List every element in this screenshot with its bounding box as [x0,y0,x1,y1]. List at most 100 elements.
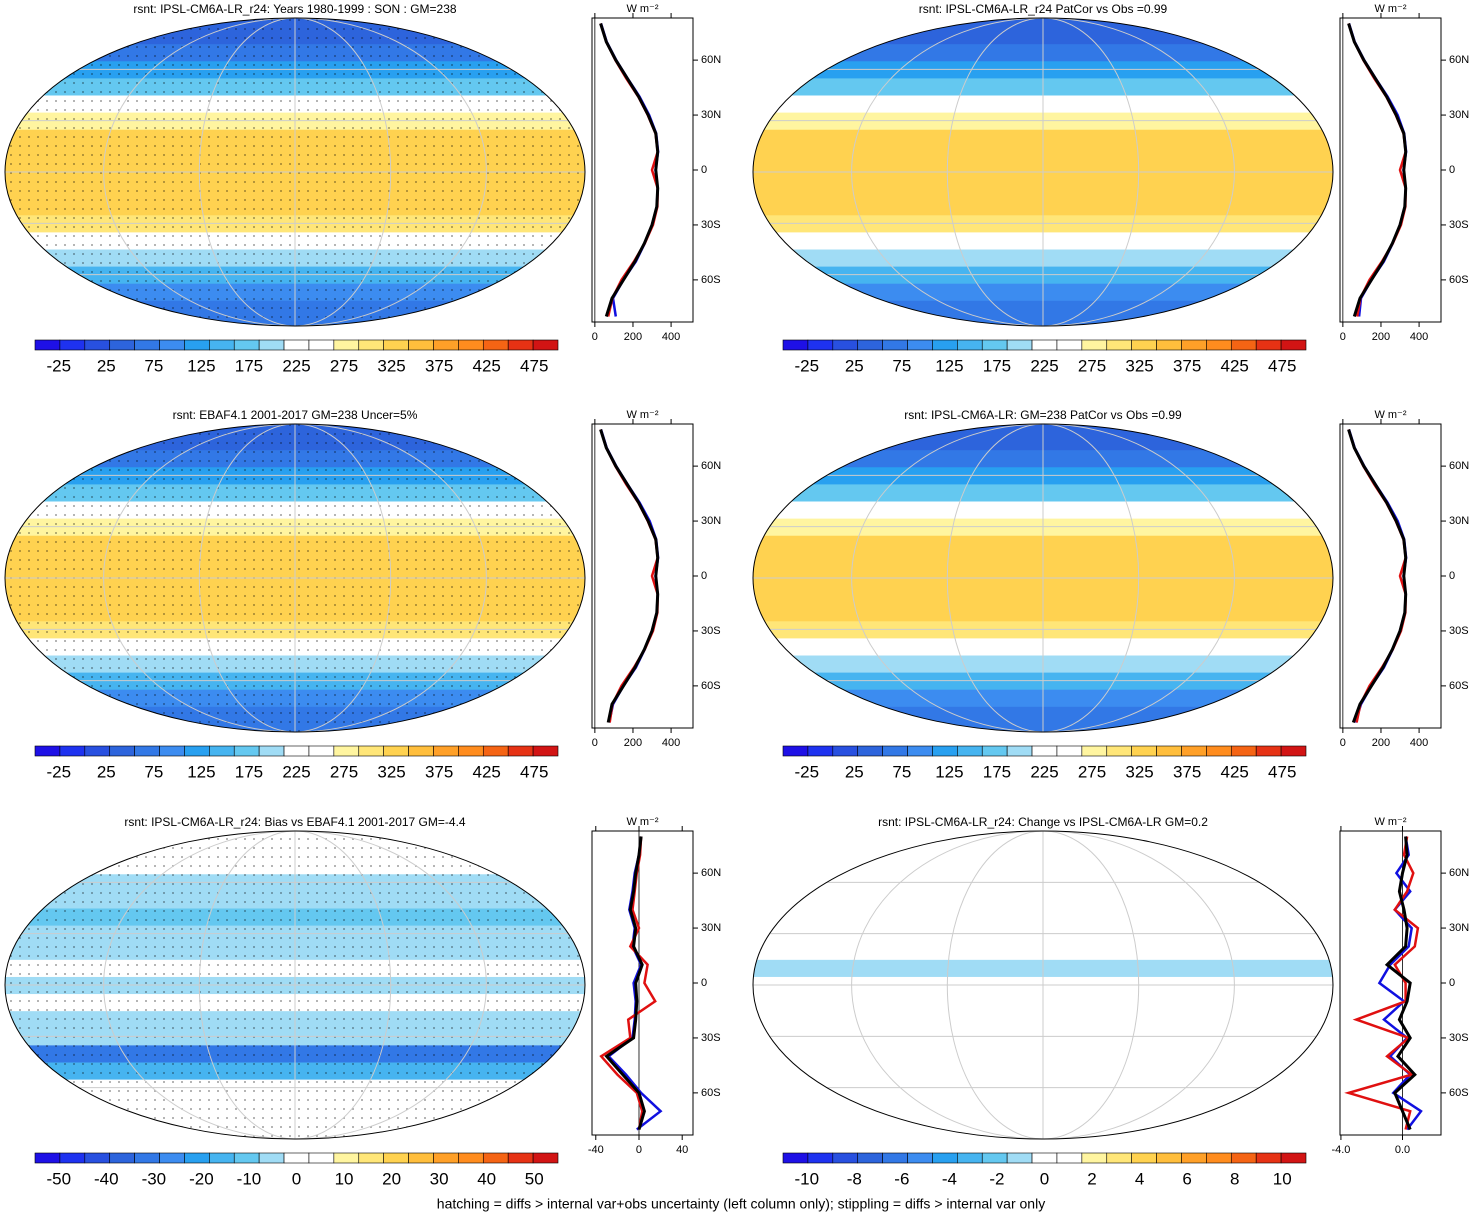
profile-frame [1339,17,1442,323]
x-tick-label: 200 [624,737,642,749]
colorbar-box [1081,745,1108,757]
colorbar-box [1106,1152,1132,1164]
colorbar-label: -8 [847,1169,862,1188]
colorbar-box [482,339,509,351]
colorbar-label: 475 [1268,356,1296,375]
colorbar-label: 275 [330,762,358,781]
colorbar-box [1181,1152,1207,1164]
colorbar-box [258,1152,285,1164]
y-tick-label: 60S [1449,274,1469,286]
x-tick-label: 400 [662,331,680,343]
colorbar-label: -25 [794,762,819,781]
colorbar-box [433,339,459,351]
colorbar-box [882,339,908,351]
colorbar-box [857,339,883,351]
y-tick-label: 60S [701,274,721,286]
colorbar-box [209,339,235,351]
colorbar-box [857,1152,883,1164]
y-tick-label: 30N [701,515,721,527]
colorbar-box [907,339,933,351]
y-tick-label: 60S [1449,680,1469,692]
units: W m⁻² [1374,3,1406,15]
colorbar-box [283,339,310,351]
colorbar-box [1056,339,1083,351]
colorbar-box [507,339,534,351]
colorbar-label: 75 [892,762,911,781]
colorbar-label: 75 [144,762,163,781]
colorbar-label: 425 [1220,356,1248,375]
colorbar-label: 75 [892,356,911,375]
profile-line [604,836,646,1130]
colorbar-label: 425 [1220,762,1248,781]
colorbar-box [34,745,61,757]
y-tick-label: 30S [1449,1032,1469,1044]
colorbar-label: -30 [142,1169,167,1188]
map-graticule [851,831,1235,1139]
x-tick-label: 400 [1410,331,1428,343]
colorbar-box [907,1152,933,1164]
colorbar-box [433,1152,459,1164]
x-tick-label: -4.0 [1331,1144,1350,1156]
colorbar-box [807,745,834,757]
colorbar-box [84,1152,111,1164]
colorbar-box [184,1152,210,1164]
colorbar-box [957,745,983,757]
colorbar-box [1106,339,1132,351]
x-tick-label: 0 [592,331,598,343]
y-tick-label: 30N [1449,109,1469,121]
profile-frame [591,423,694,729]
y-tick-label: 30S [701,625,721,637]
colorbar-box [1255,745,1282,757]
map-border [4,17,586,327]
colorbar-box [782,339,809,351]
map-graticule [851,18,1235,326]
profile-line [1347,429,1408,724]
colorbar-label: -20 [189,1169,214,1188]
colorbar-box [1280,1152,1307,1164]
panel-title: rsnt: IPSL-CM6A-LR_r24: Change vs IPSL-C… [878,815,1208,829]
colorbar-box [59,339,86,351]
colorbar-label: 475 [520,762,548,781]
colorbar-box [109,1152,135,1164]
profile-line [1347,23,1408,317]
colorbar-box [209,745,235,757]
colorbar-box [283,1152,310,1164]
map-graticule [103,831,487,1139]
colorbar-box [532,745,559,757]
y-tick-label: 30S [1449,625,1469,637]
units: W m⁻² [1374,409,1406,421]
y-tick-label: 30S [701,1032,721,1044]
colorbar-box [1106,745,1132,757]
colorbar-box [1206,1152,1232,1164]
map-graticule [851,424,1235,732]
colorbar-label: 0 [1040,1169,1049,1188]
panel-title: rsnt: IPSL-CM6A-LR_r24: Bias vs EBAF4.1 … [124,815,465,829]
colorbar-box [832,339,859,351]
colorbar-box [957,1152,983,1164]
y-tick-label: 30N [1449,515,1469,527]
colorbar-box [134,339,160,351]
colorbar-label: 10 [1273,1169,1292,1188]
map-graticule [946,424,1140,732]
colorbar-box [408,1152,434,1164]
colorbar-box [907,745,933,757]
colorbar-box [1081,339,1108,351]
panel-title: rsnt: EBAF4.1 2001-2017 GM=238 Uncer=5% [173,408,418,422]
colorbar-label: 125 [187,762,215,781]
colorbar-box [59,745,86,757]
colorbar-label: 375 [425,762,453,781]
colorbar-box [258,339,285,351]
units: W m⁻² [1374,816,1406,828]
colorbar-box [283,745,310,757]
colorbar-label: 225 [1030,356,1058,375]
colorbar-label: 8 [1230,1169,1239,1188]
colorbar-box [159,1152,185,1164]
panel-title: rsnt: IPSL-CM6A-LR_r24 PatCor vs Obs =0.… [919,2,1168,16]
colorbar-label: -4 [942,1169,957,1188]
y-tick-label: 30N [1449,922,1469,934]
colorbar-box [233,1152,260,1164]
map-graticule [198,18,392,326]
colorbar-box [807,339,834,351]
colorbar-label: -6 [894,1169,909,1188]
colorbar-box [1131,339,1157,351]
